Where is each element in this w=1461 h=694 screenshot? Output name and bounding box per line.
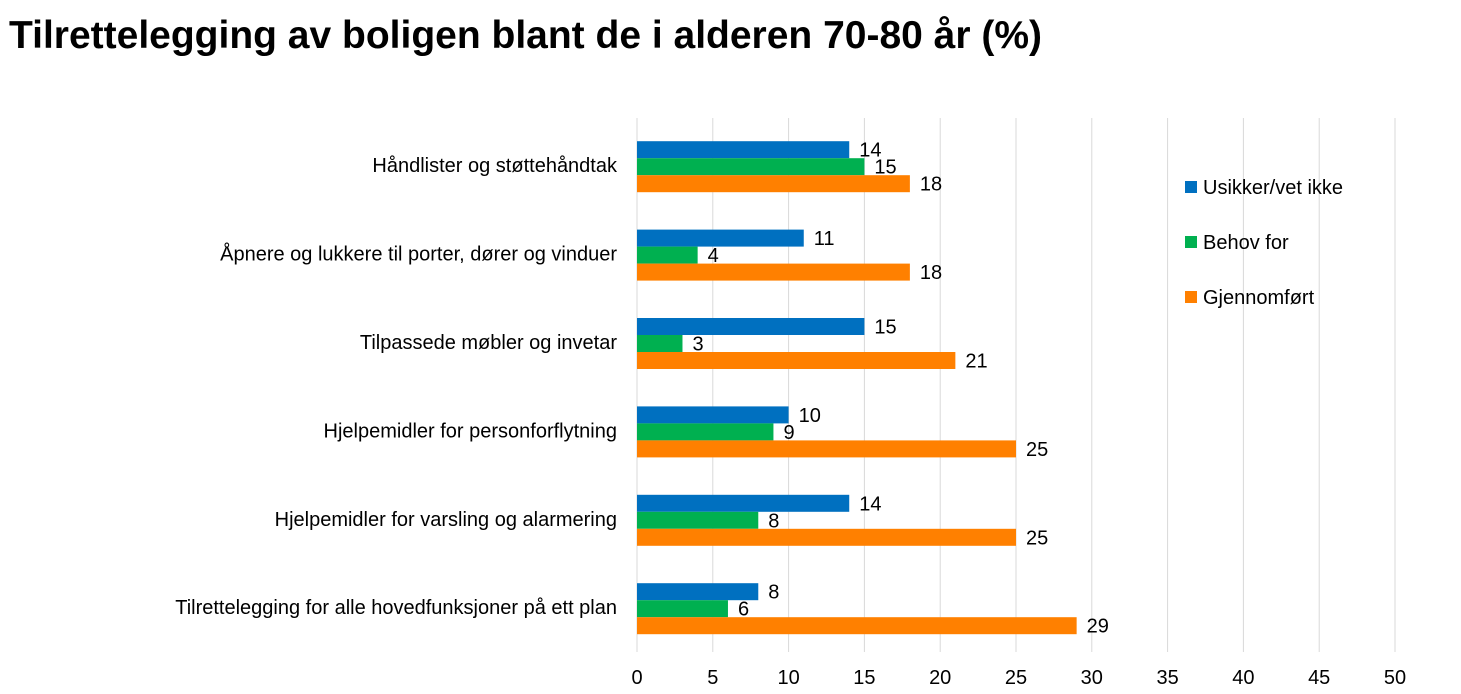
- x-tick-label: 25: [1005, 667, 1027, 689]
- data-label: 29: [1087, 616, 1109, 638]
- bar: [637, 494, 850, 512]
- bar: [637, 423, 774, 441]
- data-label: 25: [1026, 439, 1048, 461]
- category-label: Tilpassede møbler og invetar: [360, 332, 617, 354]
- data-label: 21: [965, 351, 987, 373]
- bar: [637, 352, 956, 369]
- x-tick-label: 15: [853, 667, 875, 689]
- x-tick-label: 5: [707, 667, 718, 689]
- category-label: Håndlister og støttehåndtak: [372, 155, 618, 177]
- x-tick-label: 20: [929, 667, 951, 689]
- legend-swatch: [1185, 291, 1197, 303]
- bar: [637, 246, 698, 264]
- x-tick-label: 40: [1232, 667, 1254, 689]
- data-label: 11: [814, 228, 835, 250]
- data-label: 14: [859, 493, 881, 515]
- x-tick-label: 30: [1081, 667, 1103, 689]
- data-label: 3: [692, 334, 703, 356]
- bar: [637, 141, 850, 159]
- bar: [637, 528, 1016, 546]
- data-label: 6: [738, 599, 749, 621]
- bar: [637, 600, 728, 618]
- data-label: 4: [708, 245, 719, 267]
- data-label: 10: [799, 405, 821, 427]
- x-tick-label: 35: [1156, 667, 1178, 689]
- bar: [637, 511, 759, 529]
- data-label: 15: [874, 157, 896, 179]
- data-label: 18: [920, 174, 942, 196]
- data-label: 9: [783, 422, 794, 444]
- legend-label: Usikker/vet ikke: [1203, 177, 1343, 199]
- bar: [637, 158, 865, 176]
- data-label: 18: [920, 262, 942, 284]
- data-label: 8: [768, 582, 779, 604]
- bar: [637, 335, 683, 352]
- legend-label: Gjennomført: [1203, 287, 1315, 309]
- bar: [637, 175, 910, 193]
- bar: [637, 263, 910, 281]
- bar: [637, 440, 1016, 458]
- bar: [637, 583, 759, 601]
- bar: [637, 318, 865, 335]
- legend-swatch: [1185, 181, 1197, 193]
- category-label: Hjelpemidler for varsling og alarmering: [275, 509, 617, 531]
- category-label: Hjelpemidler for personforflytning: [324, 420, 617, 442]
- data-label: 8: [768, 510, 779, 532]
- x-tick-label: 50: [1384, 667, 1406, 689]
- legend-swatch: [1185, 236, 1197, 248]
- data-label: 14: [859, 140, 881, 162]
- data-label: 25: [1026, 527, 1048, 549]
- category-label: Tilrettelegging for alle hovedfunksjoner…: [175, 597, 617, 619]
- bar: [637, 406, 789, 424]
- data-label: 15: [874, 317, 896, 339]
- bar: [637, 617, 1077, 635]
- chart-title: Tilrettelegging av boligen blant de i al…: [9, 14, 1043, 57]
- x-tick-label: 0: [631, 667, 642, 689]
- legend-label: Behov for: [1203, 232, 1289, 254]
- x-tick-label: 45: [1308, 667, 1330, 689]
- category-label: Åpnere og lukkere til porter, dører og v…: [220, 243, 617, 266]
- bar: [637, 229, 804, 247]
- x-tick-label: 10: [777, 667, 799, 689]
